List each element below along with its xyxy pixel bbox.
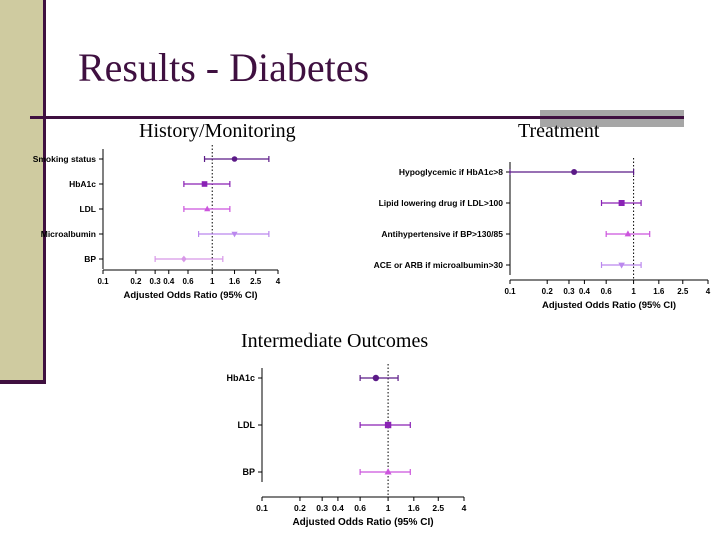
- history-row-bp: BP: [84, 254, 224, 264]
- history-row-ldl: LDL: [79, 204, 231, 214]
- treatment-point-estimate: [571, 169, 578, 175]
- intermediate-point-estimate: [384, 421, 392, 429]
- treatment-x-tick-label: 0.2: [542, 287, 554, 296]
- treatment-heading: Treatment: [518, 120, 600, 142]
- history-row-label: LDL: [79, 204, 96, 214]
- intermediate-row-bp: BP: [242, 467, 411, 477]
- treatment-row-ace-or-arb-if-microalbumin-30: ACE or ARB if microalbumin>30: [374, 260, 642, 270]
- treatment-row-label: Hypoglycemic if HbA1c>8: [399, 167, 503, 177]
- treatment-x-tick-label: 0.3: [563, 287, 575, 296]
- slide-accent-bar: [0, 0, 46, 384]
- history-x-axis-title: Adjusted Odds Ratio (95% CI): [123, 290, 257, 301]
- intermediate-x-tick-label: 1.6: [408, 503, 420, 513]
- intermediate-x-tick-label: 2.5: [432, 503, 444, 513]
- treatment-x-axis-title: Adjusted Odds Ratio (95% CI): [542, 300, 676, 311]
- intermediate-point-estimate: [384, 468, 392, 475]
- intermediate-x-tick-label: 4: [462, 503, 467, 513]
- intermediate-x-tick-label: 0.6: [354, 503, 366, 513]
- intermediate-x-tick-label: 0.2: [294, 503, 306, 513]
- history-x-tick-label: 1.6: [229, 277, 241, 286]
- history-x-tick-label: 0.4: [163, 277, 175, 286]
- title-rule-right: [540, 116, 684, 119]
- intermediate-row-label: LDL: [238, 420, 256, 430]
- history-row-label: HbA1c: [69, 179, 96, 189]
- intermediate-x-axis-title: Adjusted Odds Ratio (95% CI): [292, 517, 433, 528]
- history-row-label: Smoking status: [33, 154, 97, 164]
- treatment-x-tick-label: 4: [706, 287, 711, 296]
- history-row-hba1c: HbA1c: [69, 179, 231, 189]
- treatment-x-tick-label: 0.4: [579, 287, 591, 296]
- treatment-forest-plot: 0.1 0.2 0.3 0.4 0.6 1 1.6 2.5 4 Adjusted Odds Rat…: [374, 158, 711, 311]
- history-forest-plot: 0.1 0.2 0.3 0.4 0.6 1 1.6 2.5 4 Adjusted Odds Rat…: [33, 145, 281, 301]
- title-rule: [30, 116, 540, 119]
- intermediate-point-estimate: [372, 374, 380, 382]
- history-point-estimate: [231, 156, 238, 162]
- treatment-point-estimate: [618, 200, 625, 206]
- treatment-row-label: ACE or ARB if microalbumin>30: [374, 260, 504, 270]
- intermediate-row-label: BP: [242, 467, 255, 477]
- history-x-tick-label: 0.2: [130, 277, 142, 286]
- treatment-row-lipid-lowering-drug-if-ldl-100: Lipid lowering drug if LDL>100: [379, 198, 642, 208]
- treatment-row-antihypertensive-if-bp-130-85: Antihypertensive if BP>130/85: [381, 229, 651, 239]
- treatment-row-label: Lipid lowering drug if LDL>100: [379, 198, 504, 208]
- treatment-row-hypoglycemic-if-hba1c-8: Hypoglycemic if HbA1c>8: [399, 167, 635, 177]
- treatment-x-tick-label: 0.6: [601, 287, 613, 296]
- treatment-x-tick-label: 0.1: [504, 287, 516, 296]
- history-point-estimate: [231, 231, 238, 238]
- history-x-tick-label: 1: [210, 277, 215, 286]
- history-x-tick-label: 2.5: [250, 277, 262, 286]
- treatment-x-tick-label: 2.5: [677, 287, 689, 296]
- history-point-estimate: [204, 205, 211, 212]
- intermediate-x-tick-label: 0.4: [332, 503, 344, 513]
- history-row-smoking-status: Smoking status: [33, 154, 270, 164]
- treatment-row-label: Antihypertensive if BP>130/85: [381, 229, 503, 239]
- history-x-tick-label: 4: [276, 277, 281, 286]
- intermediate-row-hba1c: HbA1c: [226, 373, 399, 383]
- history-row-label: BP: [84, 254, 96, 264]
- history-heading: History/Monitoring: [139, 120, 296, 142]
- treatment-x-tick-label: 1: [631, 287, 636, 296]
- intermediate-heading: Intermediate Outcomes: [241, 330, 429, 352]
- treatment-x-tick-label: 1.6: [653, 287, 665, 296]
- intermediate-row-label: HbA1c: [226, 373, 255, 383]
- treatment-point-estimate: [624, 230, 632, 237]
- history-row-label: Microalbumin: [41, 229, 96, 239]
- slide-title: Results - Diabetes: [78, 45, 370, 90]
- intermediate-row-ldl: LDL: [238, 420, 411, 430]
- history-row-microalbumin: Microalbumin: [41, 229, 270, 239]
- history-point-estimate: [201, 181, 208, 187]
- treatment-point-estimate: [618, 262, 625, 269]
- history-x-tick-label: 0.1: [97, 277, 109, 286]
- intermediate-forest-plot: 0.1 0.2 0.3 0.4 0.6 1 1.6 2.5 4 Adjusted Odds Rat…: [226, 364, 467, 528]
- intermediate-x-tick-label: 1: [386, 503, 391, 513]
- history-x-tick-label: 0.6: [182, 277, 194, 286]
- history-point-estimate: [181, 255, 187, 263]
- intermediate-x-tick-label: 0.3: [316, 503, 328, 513]
- history-x-tick-label: 0.3: [150, 277, 162, 286]
- intermediate-x-tick-label: 0.1: [256, 503, 268, 513]
